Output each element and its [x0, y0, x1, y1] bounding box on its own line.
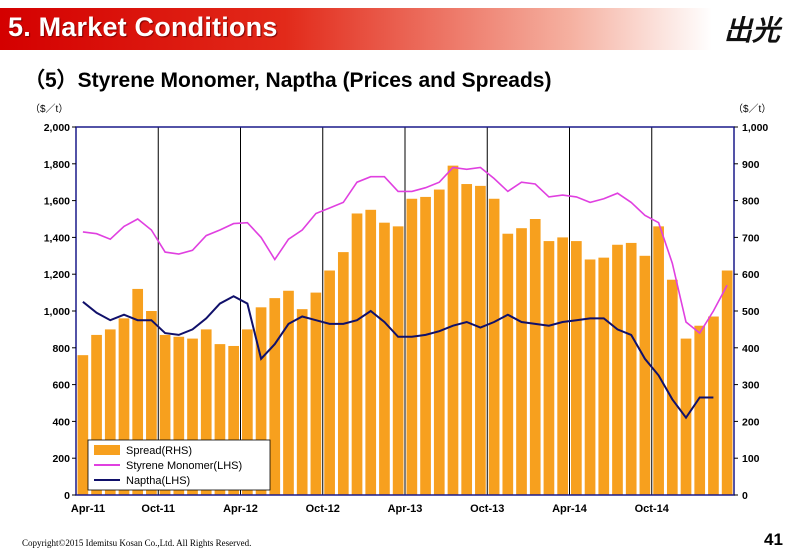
page-title: 5. Market Conditions [8, 12, 278, 42]
left-tick-label: 1,200 [44, 269, 70, 281]
spread-bar [694, 325, 706, 495]
x-tick-label: Oct-14 [635, 503, 670, 515]
spread-bar [228, 345, 239, 495]
spread-bar [475, 185, 486, 495]
svg-text:出光: 出光 [724, 15, 783, 46]
left-tick-label: 0 [64, 490, 70, 502]
left-tick-label: 1,400 [44, 232, 70, 244]
spread-bar [708, 316, 719, 495]
spread-bar [639, 255, 651, 495]
right-tick-label: 700 [742, 232, 760, 244]
x-tick-label: Apr-11 [71, 503, 105, 515]
spread-bar [296, 309, 308, 495]
right-tick-label: 600 [742, 269, 760, 281]
naptha-line [82, 295, 714, 420]
right-tick-label: 1,000 [742, 122, 768, 134]
right-tick-label: 100 [742, 453, 760, 465]
left-tick-label: 1,000 [44, 306, 70, 318]
x-tick-label: Oct-12 [306, 503, 340, 515]
left-tick-label: 800 [52, 343, 70, 355]
spread-bar [255, 307, 267, 495]
spread-bar [104, 329, 116, 495]
spread-bar [351, 213, 363, 496]
spread-bar [118, 318, 130, 495]
spread-bar [584, 259, 596, 495]
legend-entry: Styrene Monomer(LHS) [126, 460, 242, 472]
x-tick-label: Oct-13 [470, 503, 504, 515]
spread-bar [159, 334, 171, 495]
spread-bar [461, 184, 473, 496]
left-tick-label: 1,800 [44, 159, 70, 171]
spread-bar [77, 355, 89, 495]
spread-bar [557, 237, 568, 495]
right-tick-label: 300 [742, 380, 760, 392]
left-tick-label: 2,000 [44, 122, 70, 134]
spread-bar [502, 233, 514, 495]
right-tick-label: 0 [742, 490, 748, 502]
spread-bar [529, 219, 541, 495]
spread-bar [433, 189, 445, 495]
spread-bar [200, 329, 212, 495]
spread-bar [420, 196, 431, 496]
spread-bar [269, 298, 281, 495]
spread-bar [406, 198, 418, 495]
spread-bar [365, 209, 377, 496]
copyright: Copyright©2015 Idemitsu Kosan Co.,Ltd. A… [22, 538, 252, 548]
styrene-monomer-line [82, 166, 728, 335]
right-tick-label: 200 [742, 416, 760, 428]
x-tick-label: Oct-11 [141, 503, 175, 515]
spread-bar [337, 252, 349, 495]
spread-bar [132, 288, 144, 495]
spread-bar [242, 329, 253, 495]
spread-bar [571, 241, 582, 495]
left-tick-label: 400 [52, 416, 70, 428]
x-tick-label: Apr-13 [388, 503, 423, 515]
spread-bar [516, 228, 527, 495]
spread-bar [91, 334, 102, 495]
chart-subtitle: （5）Styrene Monomer, Naptha (Prices and S… [24, 69, 552, 92]
legend-entry: Spread(RHS) [126, 445, 192, 457]
spread-bar [447, 165, 459, 495]
spread-bar [187, 338, 198, 495]
spread-bar [598, 257, 610, 495]
left-axis-unit: （$／t） [30, 104, 69, 115]
spread-bar [721, 270, 733, 495]
spread-bar [214, 344, 226, 495]
page-number: 41 [764, 530, 783, 549]
spread-bar [283, 290, 294, 495]
right-tick-label: 500 [742, 306, 760, 318]
header-bar [0, 8, 712, 50]
left-tick-label: 600 [52, 380, 70, 392]
spread-bar [173, 336, 185, 495]
legend-entry: Naptha(LHS) [126, 475, 190, 487]
legend-swatch [94, 445, 120, 455]
spread-bar [612, 244, 623, 495]
x-tick-label: Apr-12 [223, 503, 258, 515]
spread-bar [379, 222, 390, 495]
spread-bar [666, 279, 678, 495]
left-tick-label: 1,600 [44, 196, 70, 208]
spread-bar [488, 198, 500, 495]
spread-bar [146, 311, 157, 495]
right-tick-label: 400 [742, 343, 760, 355]
spread-bar [543, 241, 555, 495]
left-tick-label: 200 [52, 453, 70, 465]
spread-bar [625, 242, 637, 495]
idemitsu-logo: 出光 [724, 15, 783, 46]
right-tick-label: 800 [742, 196, 760, 208]
right-axis-unit: （$／t） [733, 104, 772, 115]
x-tick-label: Apr-14 [552, 503, 588, 515]
spread-bar [324, 270, 335, 495]
spread-bar [653, 226, 664, 496]
spread-bar [392, 226, 404, 496]
spread-bar [310, 292, 322, 495]
right-tick-label: 900 [742, 159, 760, 171]
